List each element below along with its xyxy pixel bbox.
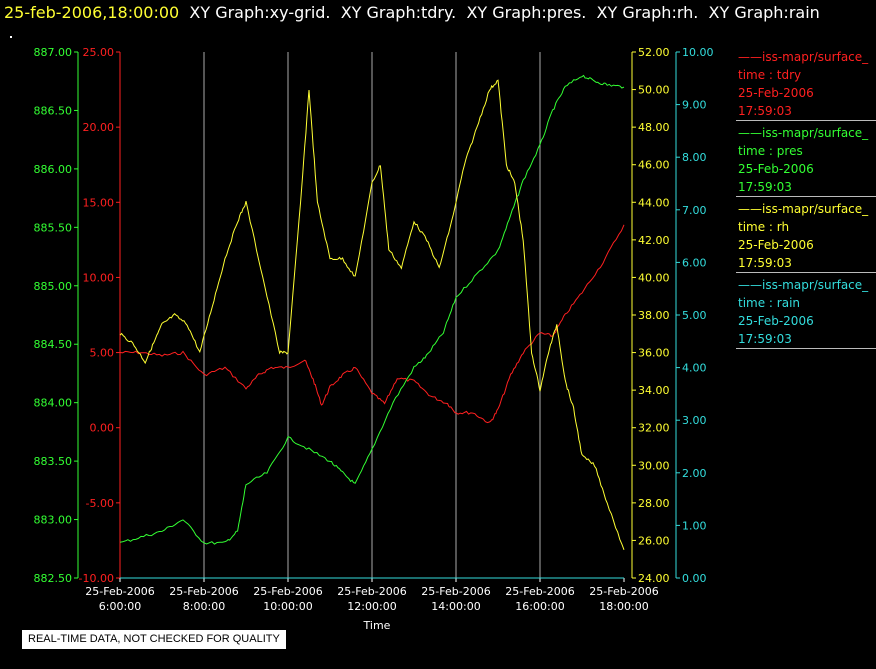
rh-tick-label: 50.00 — [638, 84, 670, 97]
legend-date: 25-Feb-2006 — [738, 238, 814, 252]
rain-tick-label: 2.00 — [682, 467, 707, 480]
pres-tick-label: 885.00 — [34, 280, 73, 293]
rh-tick-label: 36.00 — [638, 347, 670, 360]
x-tick-label-time: 12:00:00 — [347, 600, 396, 613]
rh-tick-label: 26.00 — [638, 534, 670, 547]
x-tick-label-time: 18:00:00 — [599, 600, 648, 613]
x-tick-label-date: 25-Feb-2006 — [589, 585, 658, 598]
legend-time: 17:59:03 — [738, 104, 792, 118]
title-graph-tdry: XY Graph:tdry. — [340, 3, 457, 22]
pres-tick-label: 887.00 — [34, 46, 73, 59]
rain-tick-label: 3.00 — [682, 414, 707, 427]
title-timestamp: 25-feb-2006,18:00:00 — [4, 3, 180, 22]
legend-date: 25-Feb-2006 — [738, 314, 814, 328]
rain-tick-label: 5.00 — [682, 309, 707, 322]
x-tick-label-time: 10:00:00 — [263, 600, 312, 613]
legend-time: 17:59:03 — [738, 332, 792, 346]
legend-field: time : rh — [738, 220, 790, 234]
x-tick-label-date: 25-Feb-2006 — [169, 585, 238, 598]
x-tick-label-time: 6:00:00 — [99, 600, 141, 613]
title-graph-rh: XY Graph:rh. — [596, 3, 699, 22]
legend-item-pres[interactable]: ——iss-mapr/surface_ time : pres 25-Feb-2… — [736, 124, 876, 197]
rain-tick-label: 6.00 — [682, 256, 707, 269]
rh-tick-label: 28.00 — [638, 497, 670, 510]
x-tick-label-time: 14:00:00 — [431, 600, 480, 613]
legend-field: time : rain — [738, 296, 801, 310]
rh-tick-label: 24.00 — [638, 572, 670, 585]
legend-time: 17:59:03 — [738, 256, 792, 270]
legend-date: 25-Feb-2006 — [738, 162, 814, 176]
pres-tick-label: 886.50 — [34, 104, 73, 117]
rain-tick-label: 9.00 — [682, 99, 707, 112]
rh-tick-label: 44.00 — [638, 196, 670, 209]
rh-tick-label: 34.00 — [638, 384, 670, 397]
tdry-tick-label: 20.00 — [83, 121, 115, 134]
x-tick-label-time: 16:00:00 — [515, 600, 564, 613]
legend-series-name: ——iss-mapr/surface_ — [738, 126, 869, 140]
x-tick-label-date: 25-Feb-2006 — [337, 585, 406, 598]
stray-dot — [10, 36, 12, 38]
legend-field: time : tdry — [738, 68, 802, 82]
series-line-rh — [119, 79, 625, 550]
pres-tick-label: 884.50 — [34, 338, 73, 351]
x-tick-label-date: 25-Feb-2006 — [85, 585, 154, 598]
rain-tick-label: 8.00 — [682, 151, 707, 164]
tdry-tick-label: -5.00 — [86, 497, 114, 510]
x-tick-label-time: 8:00:00 — [183, 600, 225, 613]
graph-title: 25-feb-2006,18:00:00 XY Graph:xy-grid. X… — [4, 2, 820, 24]
x-tick-label-date: 25-Feb-2006 — [421, 585, 490, 598]
legend-item-rh[interactable]: ——iss-mapr/surface_ time : rh 25-Feb-200… — [736, 200, 876, 273]
rain-tick-label: 0.00 — [682, 572, 707, 585]
rh-tick-label: 40.00 — [638, 271, 670, 284]
pres-tick-label: 883.50 — [34, 455, 73, 468]
rh-tick-label: 42.00 — [638, 234, 670, 247]
rain-tick-label: 4.00 — [682, 362, 707, 375]
pres-tick-label: 886.00 — [34, 163, 73, 176]
title-graph-xy-grid: XY Graph:xy-grid. — [189, 3, 331, 22]
legend-item-tdry[interactable]: ——iss-mapr/surface_ time : tdry 25-Feb-2… — [736, 48, 876, 121]
legend-field: time : pres — [738, 144, 803, 158]
rain-tick-label: 1.00 — [682, 519, 707, 532]
pres-tick-label: 885.50 — [34, 221, 73, 234]
rh-tick-label: 30.00 — [638, 459, 670, 472]
tdry-tick-label: 0.00 — [90, 422, 115, 435]
tdry-tick-label: -10.00 — [79, 572, 114, 585]
legend-series-name: ——iss-mapr/surface_ — [738, 202, 869, 216]
rh-tick-label: 52.00 — [638, 46, 670, 59]
legend-time: 17:59:03 — [738, 180, 792, 194]
tdry-tick-label: 10.00 — [83, 271, 115, 284]
series-line-pres — [119, 74, 625, 545]
tdry-tick-label: 15.00 — [83, 196, 115, 209]
legend-series-name: ——iss-mapr/surface_ — [738, 278, 869, 292]
pres-tick-label: 883.00 — [34, 514, 73, 527]
tdry-tick-label: 5.00 — [90, 347, 115, 360]
x-axis-label: Time — [363, 619, 391, 632]
title-graph-pres: XY Graph:pres. — [466, 3, 587, 22]
pres-tick-label: 882.50 — [34, 572, 73, 585]
rain-tick-label: 10.00 — [682, 46, 714, 59]
x-tick-label-date: 25-Feb-2006 — [505, 585, 574, 598]
legend-item-rain[interactable]: ——iss-mapr/surface_ time : rain 25-Feb-2… — [736, 276, 876, 349]
legend-date: 25-Feb-2006 — [738, 86, 814, 100]
series-line-tdry — [119, 224, 625, 424]
title-graph-rain: XY Graph:rain — [708, 3, 820, 22]
rain-tick-label: 7.00 — [682, 204, 707, 217]
pres-tick-label: 884.00 — [34, 397, 73, 410]
rh-tick-label: 38.00 — [638, 309, 670, 322]
rh-tick-label: 32.00 — [638, 422, 670, 435]
x-tick-label-date: 25-Feb-2006 — [253, 585, 322, 598]
rh-tick-label: 48.00 — [638, 121, 670, 134]
legend: ——iss-mapr/surface_ time : tdry 25-Feb-2… — [736, 48, 876, 352]
legend-series-name: ——iss-mapr/surface_ — [738, 50, 869, 64]
tdry-tick-label: 25.00 — [83, 46, 115, 59]
rh-tick-label: 46.00 — [638, 159, 670, 172]
quality-notice: REAL-TIME DATA, NOT CHECKED FOR QUALITY — [22, 630, 286, 649]
